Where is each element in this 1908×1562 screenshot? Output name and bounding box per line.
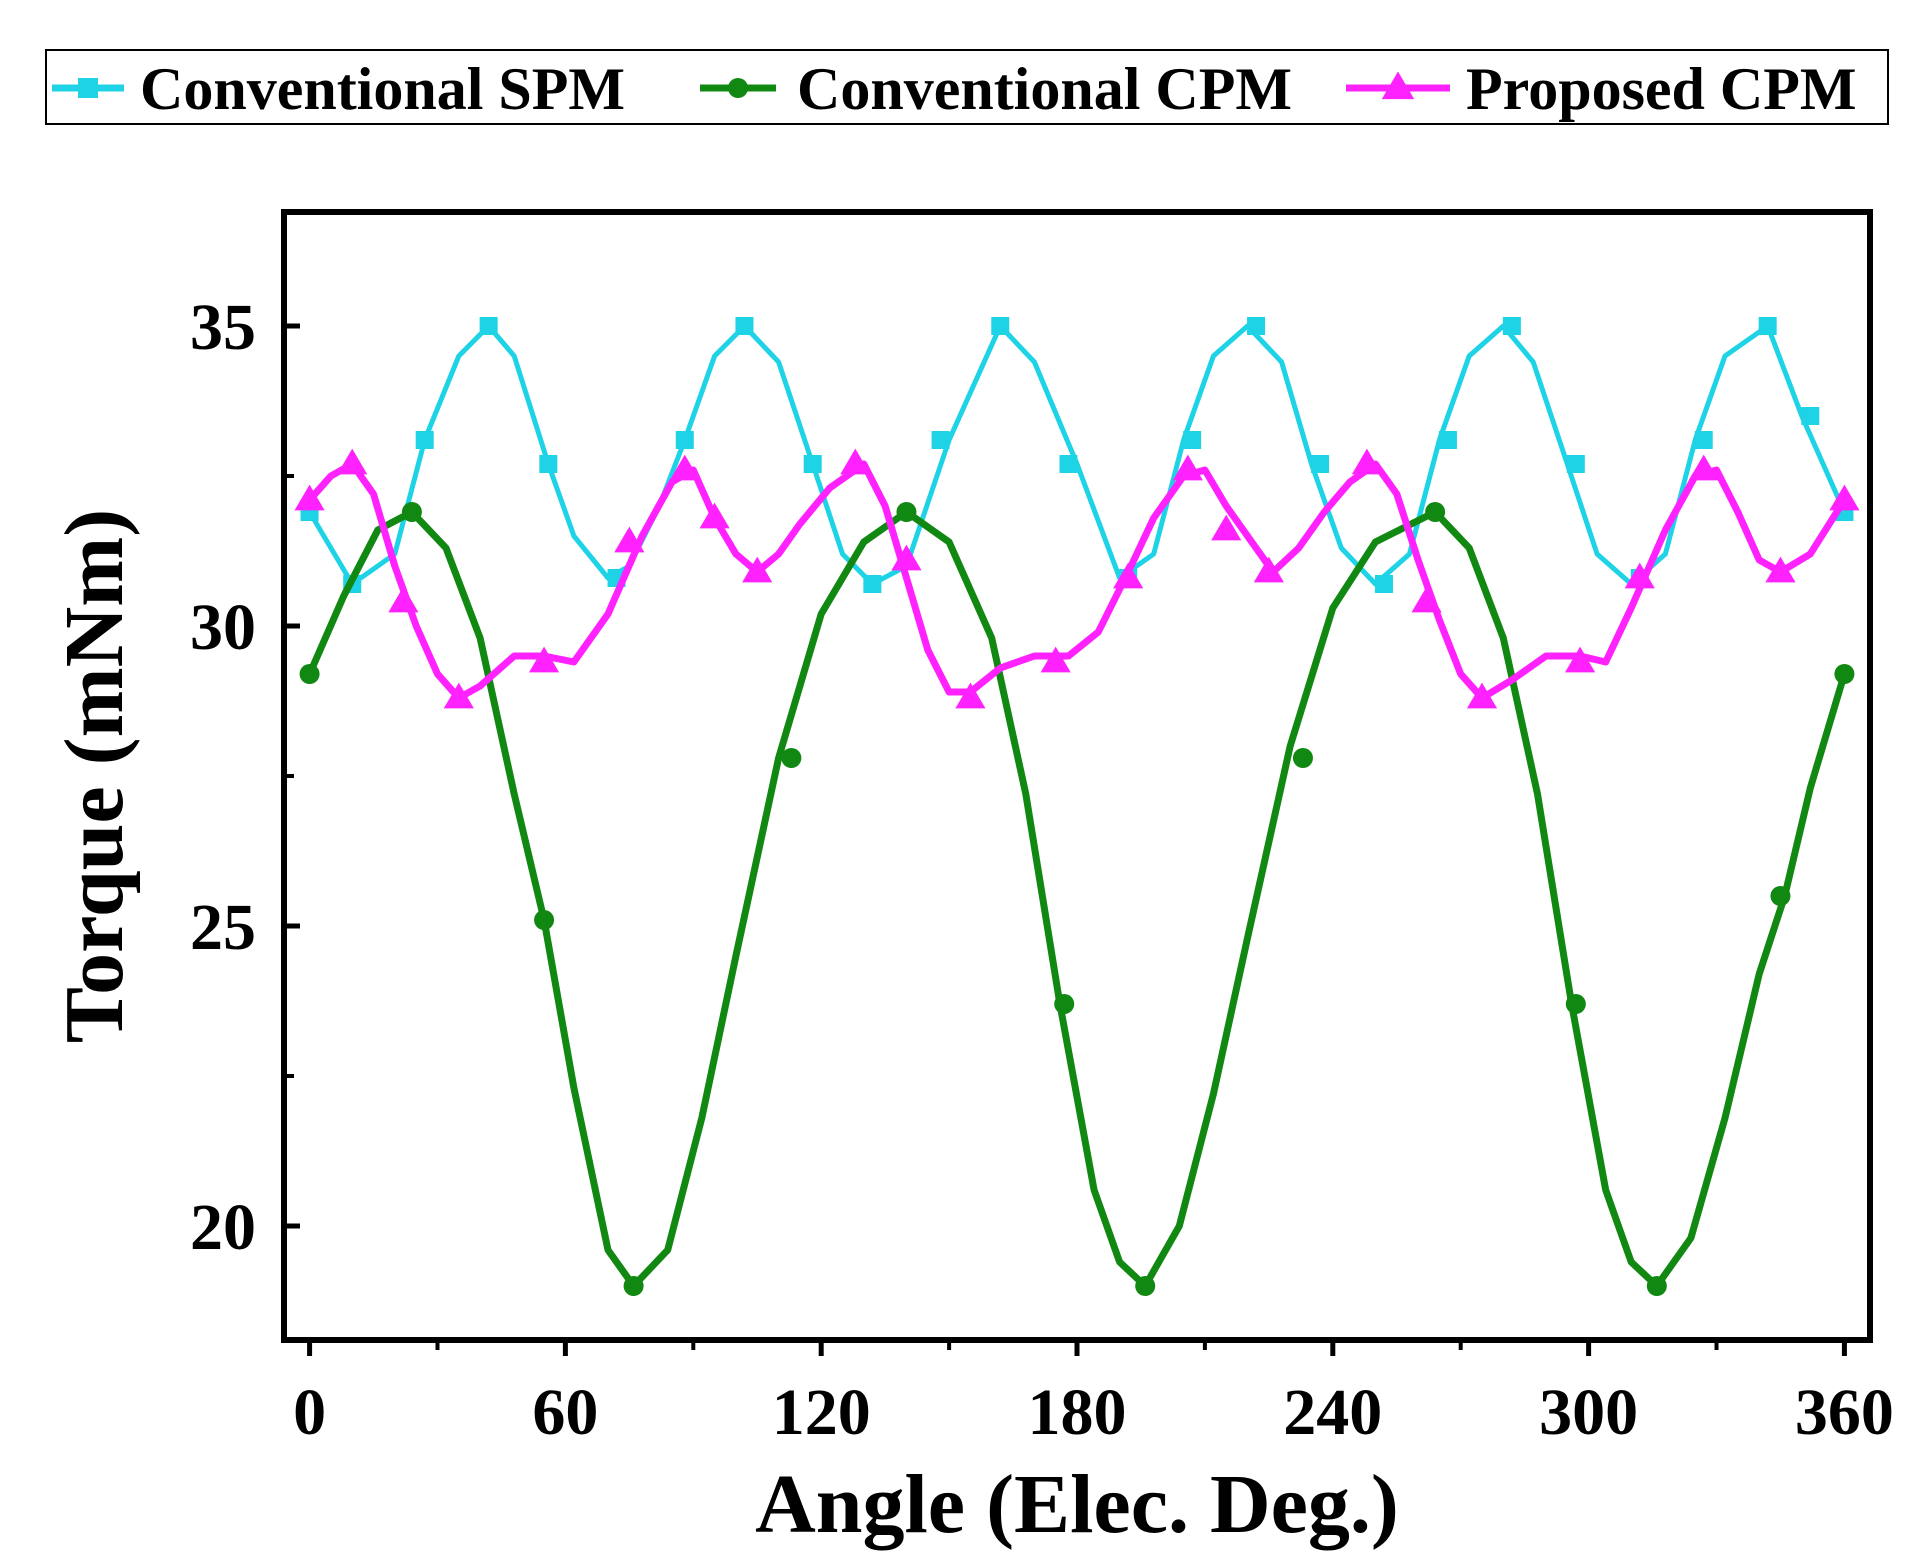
x-axis-title: Angle (Elec. Deg.): [755, 1458, 1399, 1551]
series-2-point-5: [614, 526, 645, 553]
series-2-point-9: [840, 448, 871, 475]
series-0-point-17: [1374, 575, 1393, 593]
legend-box: [45, 49, 1889, 125]
series-1-point-10: [1565, 994, 1586, 1014]
series-1-point-4: [781, 748, 802, 768]
series-2-point-11: [955, 682, 986, 709]
legend-label-1: Conventional CPM: [797, 56, 1292, 122]
y-tick-label-1: 25: [190, 891, 256, 964]
series-2-point-17: [1351, 448, 1382, 475]
y-tick-label-3: 35: [190, 291, 256, 364]
series-1-point-7: [1135, 1276, 1156, 1296]
series-0-point-23: [1758, 317, 1777, 335]
series-1-point-12: [1770, 886, 1791, 906]
series-0-point-2: [415, 431, 434, 449]
series-2-point-23: [1765, 556, 1796, 583]
series-0-point-9: [863, 575, 882, 593]
series-2-point-1: [337, 448, 368, 475]
series-0: [300, 317, 1854, 593]
series-2-point-18: [1411, 586, 1442, 613]
series-2-point-3: [443, 682, 474, 709]
series-1-point-1: [401, 502, 422, 522]
series-2-point-24: [1829, 484, 1860, 511]
series-2-point-2: [388, 586, 419, 613]
series-1-point-9: [1425, 502, 1446, 522]
y-axis-title: Torque (mNm): [48, 509, 141, 1043]
series-1: [299, 502, 1855, 1296]
series-2-point-7: [699, 502, 730, 529]
series-1-point-8: [1292, 748, 1313, 768]
legend-label-2: Proposed CPM: [1466, 56, 1857, 122]
x-tick-label-0: 0: [293, 1376, 326, 1449]
series-0-point-24: [1801, 407, 1820, 425]
series-0-point-11: [991, 317, 1010, 335]
legend-marker-0: [78, 78, 98, 98]
legend: Conventional SPM Conventional CPM Propos…: [45, 49, 1889, 125]
legend-marker-shape-0: [78, 78, 98, 98]
series-2-point-16: [1253, 556, 1284, 583]
series-0-point-18: [1438, 431, 1457, 449]
series-0-point-6: [675, 431, 694, 449]
series-0-point-7: [735, 317, 754, 335]
series-line-1: [306, 508, 1848, 1290]
legend-marker-2: [1381, 71, 1415, 100]
series-0-point-20: [1566, 455, 1585, 473]
legend-marker-shape-1: [728, 78, 748, 98]
series-2-point-13: [1113, 562, 1144, 589]
series-0-point-3: [479, 317, 498, 335]
x-tick-label-4: 240: [1283, 1376, 1382, 1449]
series-1-point-11: [1646, 1276, 1667, 1296]
series-2-point-20: [1565, 646, 1596, 673]
series-2-point-10: [891, 544, 922, 571]
series-0-point-10: [931, 431, 950, 449]
series-2-point-19: [1466, 682, 1498, 709]
series-2-point-15: [1211, 514, 1242, 541]
x-tick-label-3: 180: [1028, 1376, 1127, 1449]
series-2-point-21: [1624, 562, 1655, 589]
series-2-point-14: [1172, 454, 1203, 481]
x-tick-label-2: 120: [772, 1376, 871, 1449]
series-0-point-22: [1694, 431, 1713, 449]
legend-entry-1: Conventional CPM: [700, 56, 1292, 122]
series-2-point-6: [669, 454, 700, 481]
series-0-point-12: [1059, 455, 1078, 473]
series-0-point-16: [1311, 455, 1330, 473]
series-1-point-5: [896, 502, 917, 522]
series-2-point-8: [742, 556, 773, 583]
legend-entry-2: Proposed CPM: [1346, 56, 1857, 122]
series-1-point-2: [534, 910, 555, 930]
axis-layer: 0 60 120 180 240 300 360 20 25 30 35: [190, 291, 1894, 1449]
series-0-point-8: [803, 455, 822, 473]
legend-marker-1: [728, 78, 748, 98]
legend-entry-0: Conventional SPM: [52, 56, 625, 122]
series-0-point-4: [539, 455, 558, 473]
x-tick-label-1: 60: [532, 1376, 598, 1449]
series-1-point-0: [299, 664, 320, 684]
legend-marker-shape-2: [1381, 71, 1415, 100]
series-2-point-0: [294, 484, 325, 511]
y-tick-label-2: 30: [190, 591, 256, 664]
series-0-point-15: [1247, 317, 1266, 335]
series-1-point-3: [623, 1276, 644, 1296]
series-1-point-13: [1834, 664, 1855, 684]
y-tick-label-0: 20: [190, 1191, 256, 1264]
series-0-point-19: [1502, 317, 1521, 335]
series-layer: [294, 317, 1860, 1296]
series-2-point-12: [1040, 646, 1071, 673]
series-2: [294, 448, 1860, 709]
legend-label-0: Conventional SPM: [140, 56, 625, 122]
series-2-point-22: [1688, 454, 1719, 481]
series-0-point-14: [1183, 431, 1202, 449]
x-tick-label-5: 300: [1539, 1376, 1638, 1449]
series-2-point-4: [528, 646, 560, 673]
series-1-point-6: [1054, 994, 1075, 1014]
x-tick-label-6: 360: [1795, 1376, 1894, 1449]
